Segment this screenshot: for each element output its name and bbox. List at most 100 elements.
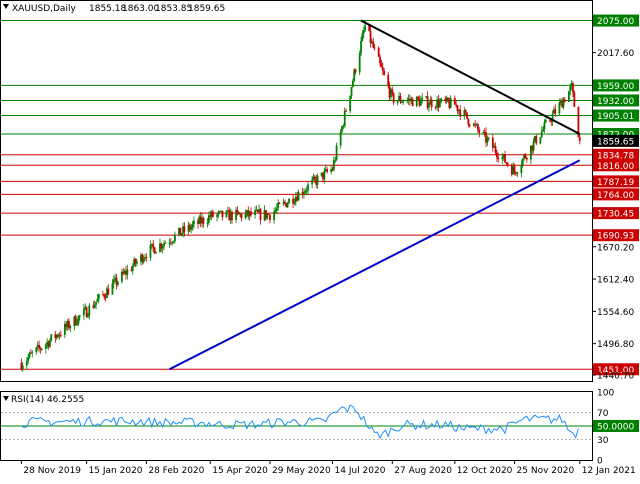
rsi-tick-label: 70 [597,409,609,419]
candle-body [39,348,42,350]
y-tick-label: 1554.60 [597,308,634,318]
candle-body [179,227,182,236]
candle-body [65,324,68,328]
candle-body [221,210,224,218]
candle-body [429,99,432,105]
candle-body [415,96,418,107]
chart-menu-icon[interactable] [3,4,9,9]
candle-body [368,25,371,31]
candle-body [455,104,458,106]
candle-body [315,178,318,185]
candle-body [141,254,144,263]
candle-body [472,123,475,126]
candle-body [284,201,286,203]
candle-body [216,214,218,217]
candle-body [103,294,106,298]
candle-body [371,41,373,44]
candle-body [59,334,62,336]
candle-body [40,348,43,350]
rsi-level-box [593,420,639,432]
candle-body [486,138,489,143]
trend-line [360,19,581,135]
candle-body [76,323,78,326]
candle-body [542,129,544,132]
candle-body [493,146,496,148]
candle-body [168,242,171,244]
candle-body [459,109,462,117]
candle-body [426,96,429,108]
candle-body [231,211,233,221]
candle-body [418,99,421,106]
candle-body [201,217,203,224]
candle-body [35,347,38,353]
candle-body [483,132,486,134]
candle-body [154,251,157,254]
candle-body [402,101,405,103]
candle-body [121,271,123,282]
candle-body [532,141,535,151]
candle-body [388,86,391,98]
candle-body [334,159,337,161]
candle-body [36,344,39,348]
candle-body [240,213,243,219]
candle-body [202,217,205,224]
candle-body [449,97,452,108]
candle-body [69,326,72,329]
candle-body [506,163,509,166]
candle-body [88,305,91,316]
candle-body [182,226,184,234]
candle-body [406,100,409,102]
price-label: 2075.00 [597,17,634,27]
candle-body [130,269,133,271]
candle-body [112,279,115,284]
candle-body [421,97,424,100]
candle-body [96,298,99,302]
candle-body [248,211,251,217]
candle-body [235,209,237,221]
candle-body [296,196,299,201]
candle-body [510,165,513,175]
candle-body [312,176,315,180]
candle-body [559,100,562,103]
candle-body [501,157,504,160]
price-label-box [593,229,639,242]
candle-body [364,25,367,31]
candle-body [29,352,32,354]
candle-body [66,320,69,328]
candle-body [396,100,399,103]
candle-body [303,192,305,195]
candle-body [436,99,439,108]
candle-body [247,210,250,217]
candle-body [259,209,262,220]
candle-body [491,137,494,148]
candle-body [199,216,202,224]
candle-body [349,95,352,112]
candle-body [193,220,195,225]
rsi-menu-icon[interactable] [3,396,9,401]
candle-body [551,113,554,122]
candle-body [485,132,487,143]
candle-body [570,83,573,87]
candle-body [275,208,278,211]
candle-body [474,123,477,125]
candle-body [351,80,354,88]
candle-body [428,104,430,108]
candle-body [269,214,271,221]
price-label-box [593,134,639,147]
candle-body [140,254,142,262]
candle-body [411,98,414,107]
candle-body [218,211,221,213]
candle-body [55,334,58,338]
candle-body [229,211,232,221]
candle-body [494,146,497,153]
price-label: 1816.00 [597,162,634,172]
candle-body [335,145,338,160]
candle-body [255,209,258,211]
candle-body [54,334,57,338]
candle-body [250,211,252,215]
price-label: 1932.00 [597,97,634,107]
price-label: 1690.93 [597,232,634,242]
candle-body [400,101,403,103]
candle-body [550,120,553,122]
